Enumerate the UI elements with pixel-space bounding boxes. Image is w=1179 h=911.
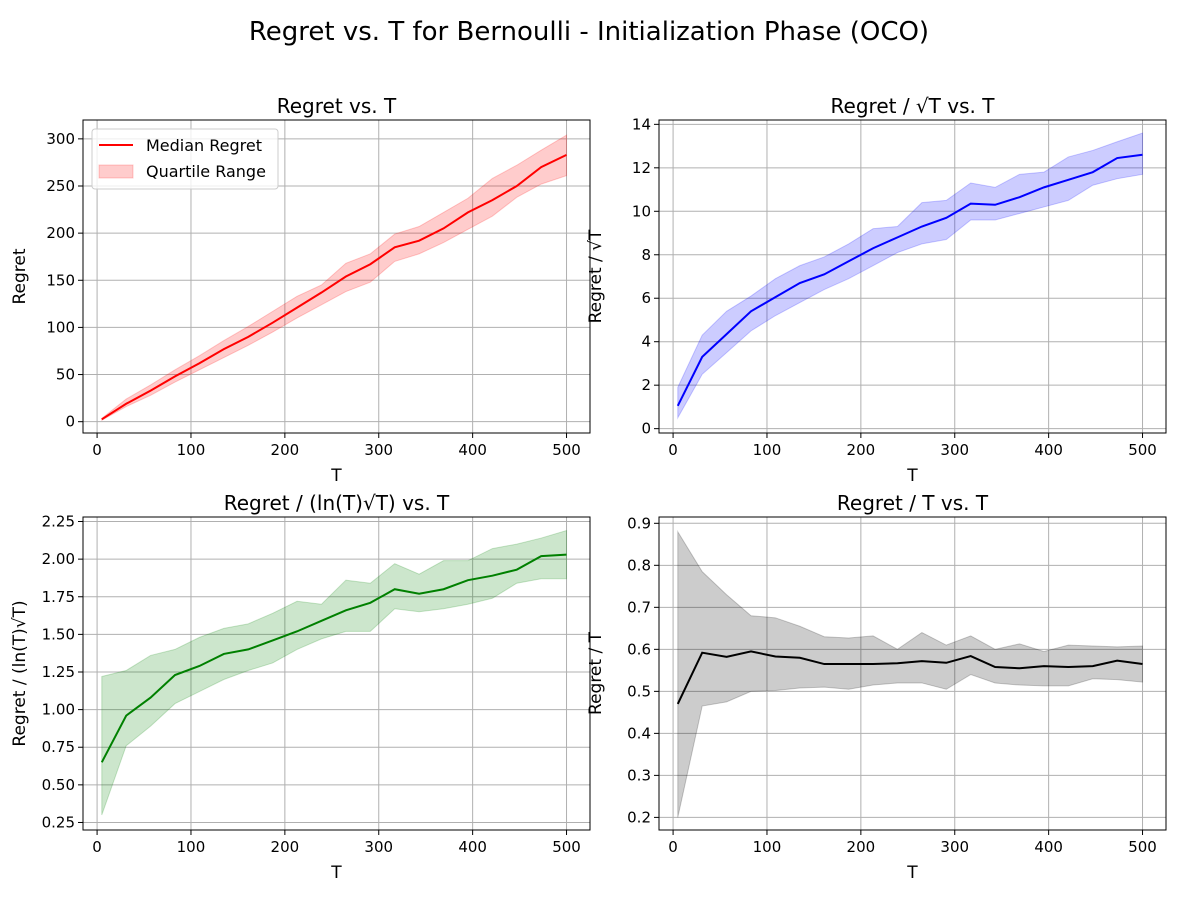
regret-legend: Median Regret Quartile Range: [91, 128, 279, 190]
lnsqrt-axes-frame: [82, 516, 591, 831]
ratio-y-tick-label: 0.8: [627, 556, 651, 574]
lnsqrt-y-tick-label: 1.50: [42, 625, 75, 643]
sqrt-median-line: [676, 153, 1143, 407]
sqrt-x-tick-label: 300: [940, 441, 969, 459]
regret-x-tick-label: 300: [364, 441, 393, 459]
regret-x-tick-label: 0: [92, 441, 102, 459]
ratio-subplot: 0 100 200 300 400 500 0.2 0.3 0.4 0.5 0.6 0.7 0.8 0.9…: [586, 491, 1167, 883]
ratio-title: Regret / T vs. T: [837, 491, 989, 515]
regret-axes-frame: [82, 119, 591, 434]
ratio-y-tick-label: 0.7: [627, 598, 651, 616]
sqrt-y-tick-label: 10: [632, 202, 651, 220]
sqrt-y-tick-label: 8: [641, 246, 651, 264]
sqrt-grid: [659, 120, 1166, 433]
ratio-y-tick-label: 0.9: [627, 514, 651, 532]
sqrt-x-tick-label: 400: [1034, 441, 1063, 459]
lnsqrt-x-tick-label: 300: [364, 838, 393, 856]
lnsqrt-y-label: Regret / (ln(T)√T): [10, 600, 30, 746]
lnsqrt-x-tick-label: 400: [458, 838, 487, 856]
regret-subplot: 0 100 200 300 400 500 0 50 100 150 200 250 300 Regret…: [10, 94, 591, 486]
lnsqrt-y-tick-label: 2.25: [42, 513, 75, 531]
sqrt-title: Regret / √T vs. T: [831, 94, 996, 118]
regret-x-tick-label: 500: [552, 441, 581, 459]
ratio-grid: [659, 517, 1166, 830]
ratio-y-label: Regret / T: [586, 631, 606, 715]
regret-legend-frame: [91, 128, 279, 190]
sqrt-x-tick-label: 500: [1128, 441, 1157, 459]
regret-legend-entry: Median Regret: [146, 136, 262, 155]
sqrt-x-tick-label: 200: [847, 441, 876, 459]
sqrt-x-tick-label: 100: [753, 441, 782, 459]
ratio-y-tick-label: 0.3: [627, 766, 651, 784]
sqrt-y-tick-label: 14: [632, 115, 651, 133]
regret-quartile-band: [101, 134, 568, 422]
lnsqrt-grid: [83, 517, 590, 830]
ratio-x-tick-label: 500: [1128, 838, 1157, 856]
ratio-x-tick-label: 200: [847, 838, 876, 856]
sqrt-axes-frame: [658, 119, 1167, 434]
lnsqrt-x-tick-label: 500: [552, 838, 581, 856]
ratio-x-tick-label: 0: [668, 838, 678, 856]
sqrt-y-tick-label: 0: [641, 420, 651, 438]
lnsqrt-x-tick-label: 0: [92, 838, 102, 856]
sqrt-y-tick-label: 12: [632, 159, 651, 177]
sqrt-subplot: 0 100 200 300 400 500 0 2 4 6 8 10 12 14 Regret / √T v…: [586, 94, 1167, 486]
lnsqrt-x-label: T: [330, 863, 342, 883]
ratio-y-tick-label: 0.5: [627, 682, 651, 700]
regret-median-line: [101, 153, 567, 421]
regret-x-tick-label: 100: [177, 441, 206, 459]
lnsqrt-y-tick-label: 1.75: [42, 588, 75, 606]
lnsqrt-x-tick-label: 200: [271, 838, 300, 856]
ratio-y-tick-label: 0.2: [627, 808, 651, 826]
regret-x-tick-label: 400: [458, 441, 487, 459]
regret-y-label: Regret: [10, 248, 30, 304]
ratio-y-tick-label: 0.6: [627, 640, 651, 658]
lnsqrt-x-tick-label: 100: [177, 838, 206, 856]
lnsqrt-y-tick-label: 1.25: [42, 663, 75, 681]
lnsqrt-median-line: [100, 553, 567, 763]
sqrt-x-tick-label: 0: [668, 441, 678, 459]
regret-y-tick-label: 250: [46, 177, 75, 195]
regret-x-label: T: [330, 466, 342, 486]
sqrt-x-label: T: [906, 466, 918, 486]
sqrt-y-tick-label: 2: [641, 376, 651, 394]
regret-legend-fill-swatch: [98, 164, 134, 179]
sqrt-y-tick-label: 6: [641, 289, 651, 307]
ratio-quartile-band: [677, 529, 1144, 818]
regret-y-tick-label: 200: [46, 224, 75, 242]
regret-legend-entry: Quartile Range: [146, 162, 266, 181]
lnsqrt-y-tick-label: 0.50: [42, 776, 75, 794]
sqrt-y-tick-label: 4: [641, 333, 651, 351]
subplots: 0 100 200 300 400 500050100150200250300Regret…: [10, 94, 1167, 883]
regret-y-tick-label: 300: [46, 130, 75, 148]
ratio-x-tick-label: 100: [753, 838, 782, 856]
ratio-median-line: [676, 650, 1143, 705]
regret-y-tick-label: 150: [46, 271, 75, 289]
ratio-axes-frame: [658, 516, 1167, 831]
lnsqrt-y-tick-label: 0.25: [42, 813, 75, 831]
regret-y-tick-label: 100: [46, 318, 75, 336]
ratio-x-tick-label: 300: [940, 838, 969, 856]
lnsqrt-subplot: 0 100 200 300 400 500 0.25 0.50 0.75 1.00 1.25 1.50…: [10, 491, 591, 883]
regret-title: Regret vs. T: [277, 94, 397, 118]
lnsqrt-y-tick-label: 2.00: [42, 550, 75, 568]
ratio-x-tick-label: 400: [1034, 838, 1063, 856]
regret-y-tick-label: 50: [56, 366, 75, 384]
sqrt-y-label: Regret / √T: [586, 229, 606, 323]
figure-title: Regret vs. T for Bernoulli - Initializat…: [249, 17, 929, 47]
lnsqrt-title: Regret / (ln(T)√T) vs. T: [224, 491, 450, 515]
ratio-y-tick-label: 0.4: [627, 724, 651, 742]
lnsqrt-y-tick-label: 1.00: [42, 701, 75, 719]
sqrt-quartile-band: [677, 132, 1144, 420]
lnsqrt-quartile-band: [101, 529, 568, 816]
regret-x-tick-label: 200: [271, 441, 300, 459]
regret-y-tick-label: 0: [65, 413, 75, 431]
ratio-x-label: T: [906, 863, 918, 883]
lnsqrt-y-tick-label: 0.75: [42, 738, 75, 756]
